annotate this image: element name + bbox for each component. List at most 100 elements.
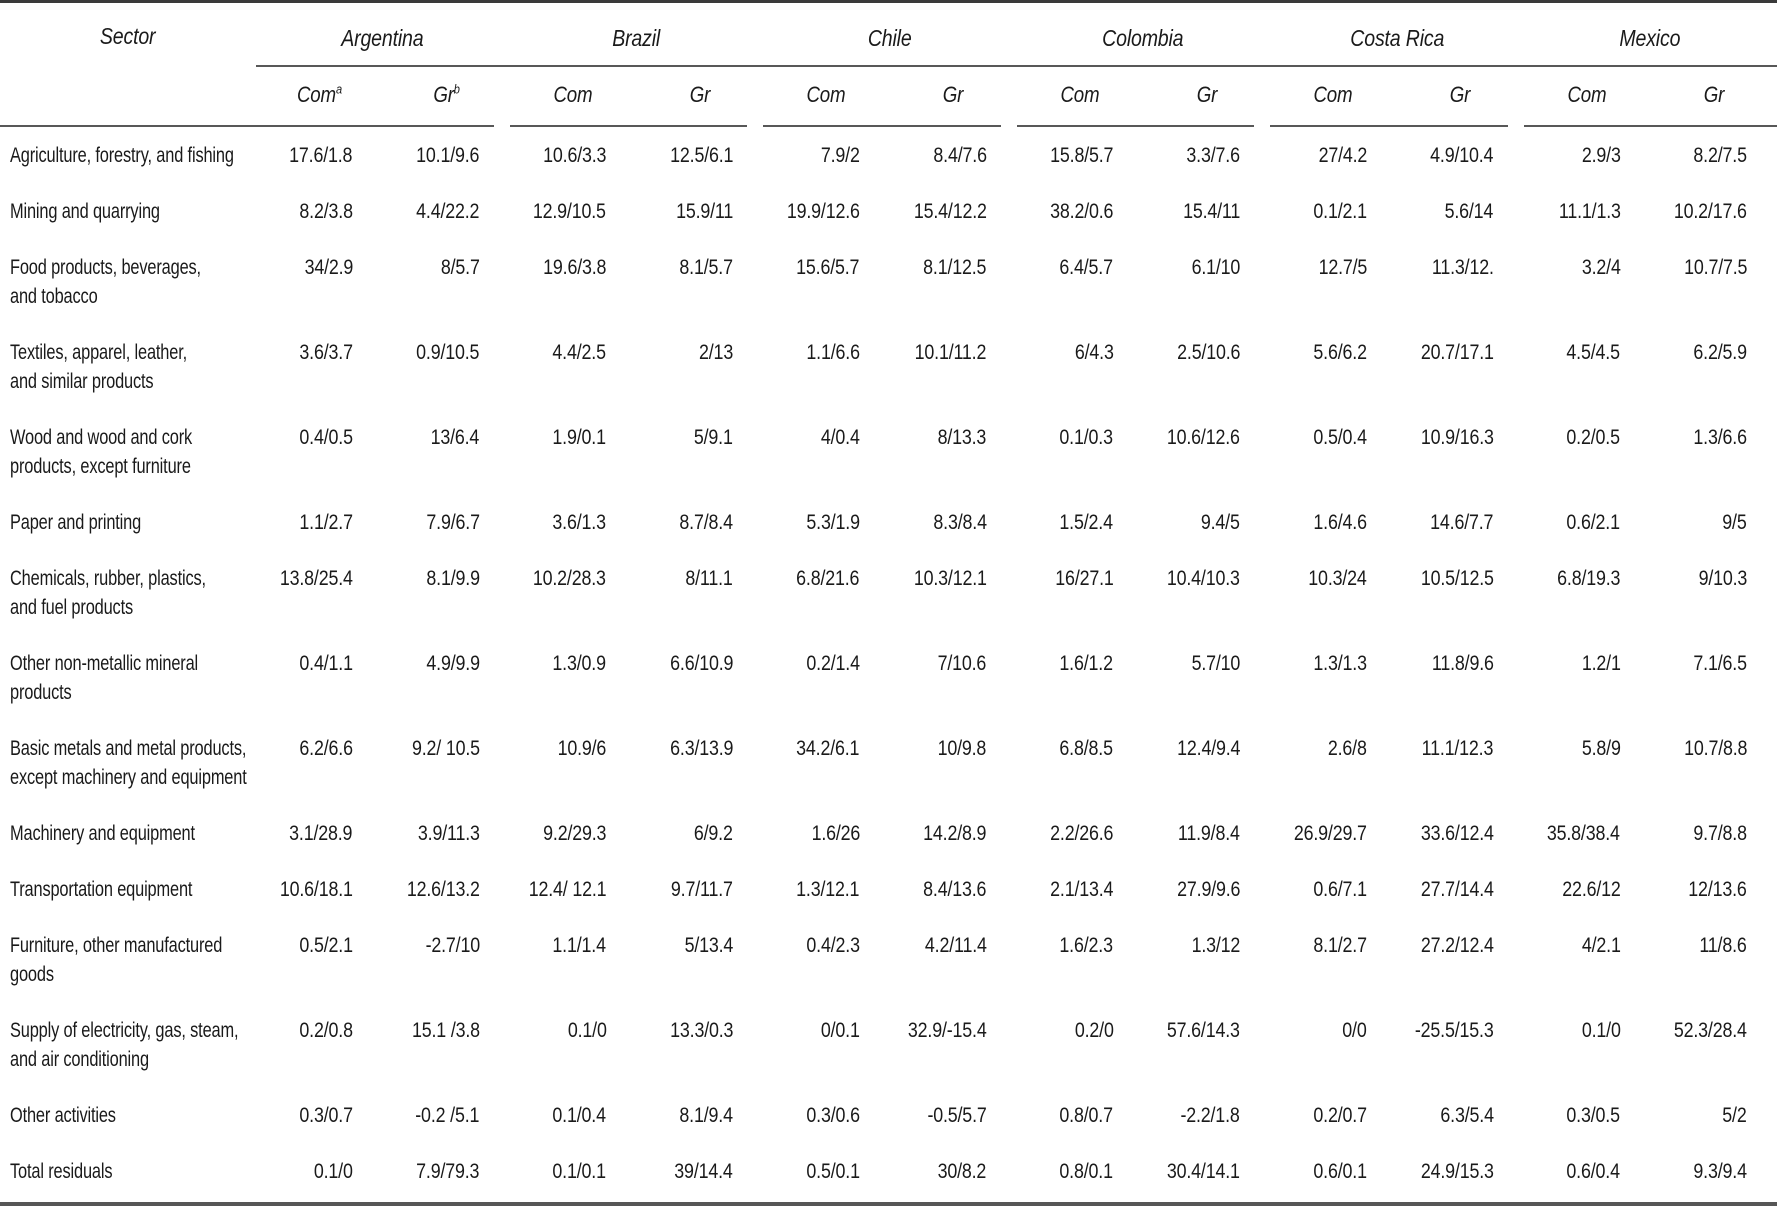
value-text: 0.1/0 [1581, 1019, 1621, 1042]
value-cell: 6.2/6.6 [256, 720, 383, 805]
value-cell: 27.2/12.4 [1397, 917, 1524, 1002]
sector-label: Food products, beverages, and tobacco [10, 256, 201, 308]
value-cell: 10.3/24 [1270, 550, 1397, 635]
value-text: 8/13.3 [937, 426, 987, 449]
value-cell: 10.9/6 [510, 720, 637, 805]
value-text: 27/4.2 [1318, 144, 1367, 167]
value-cell: 0.4/1.1 [256, 635, 383, 720]
value-text: 16/27.1 [1054, 567, 1114, 590]
value-cell: 0.6/7.1 [1270, 861, 1397, 917]
value-text: 4.4/22.2 [416, 200, 480, 223]
value-cell: 32.9/-15.4 [890, 1002, 1017, 1087]
value-cell: 3.2/4 [1524, 239, 1651, 324]
value-text: 35.8/38.4 [1547, 822, 1621, 845]
value-text: 9.2/29.3 [543, 822, 607, 845]
value-cell: 2.2/26.6 [1017, 805, 1144, 861]
value-cell: 9.2/29.3 [510, 805, 637, 861]
value-text: 0.5/0.4 [1313, 426, 1367, 449]
value-text: 15.4/12.2 [913, 200, 987, 223]
value-cell: 4.4/2.5 [510, 324, 637, 409]
value-cell: 15.4/12.2 [890, 183, 1017, 239]
value-text: 5/2 [1722, 1104, 1747, 1127]
table-row: Mining and quarrying 8.2/3.8 4.4/22.2 12.9… [0, 183, 1777, 239]
value-text: 4/2.1 [1581, 934, 1621, 957]
value-text: 2.9/3 [1581, 144, 1621, 167]
subcolumn-header: Com [509, 67, 637, 127]
value-cell: 8.1/9.9 [383, 550, 510, 635]
value-cell: 10.5/12.5 [1397, 550, 1524, 635]
value-cell: 12/13.6 [1650, 861, 1777, 917]
value-text: 3.6/3.7 [299, 341, 353, 364]
value-cell: 12.4/ 12.1 [510, 861, 637, 917]
sector-cell: Furniture, other manufactured goods [0, 917, 256, 1002]
value-text: 5.7/10 [1191, 652, 1240, 675]
value-text: 2.6/8 [1327, 737, 1367, 760]
subheader-row: Coma Grb Com Gr Com Gr Com Gr Com Gr Com Gr [0, 67, 1777, 127]
value-cell: 10.9/16.3 [1397, 409, 1524, 494]
sector-label: Other non-metallic mineral products [10, 652, 199, 704]
value-text: 1.3/6.6 [1693, 426, 1748, 449]
value-cell: 6.2/5.9 [1650, 324, 1777, 409]
value-text: 0.3/0.6 [806, 1104, 860, 1127]
value-cell: 0/0 [1270, 1002, 1397, 1087]
value-text: 15.1 /3.8 [411, 1019, 480, 1042]
value-text: 0/0 [1342, 1019, 1367, 1042]
country-header-argentina: Argentina [256, 1, 510, 67]
value-cell: 10.6/18.1 [256, 861, 383, 917]
value-cell: 6.6/10.9 [636, 635, 763, 720]
sector-cell: Machinery and equipment [0, 805, 256, 861]
value-text: 19.6/3.8 [543, 256, 607, 279]
value-cell: 0.2/0.7 [1270, 1087, 1397, 1143]
value-text: 6.8/8.5 [1059, 737, 1114, 760]
subcolumn-header: Gr [889, 67, 1017, 127]
value-text: 0.2/1.4 [806, 652, 860, 675]
country-header-costa-rica: Costa Rica [1270, 1, 1524, 67]
value-text: 8.1/9.4 [679, 1104, 734, 1127]
value-cell: 2.5/10.6 [1143, 324, 1270, 409]
value-cell: 0.2/1.4 [763, 635, 890, 720]
value-cell: 6.8/21.6 [763, 550, 890, 635]
value-cell: 2.6/8 [1270, 720, 1397, 805]
value-text: 0.2/0.7 [1313, 1104, 1367, 1127]
value-cell: 12.4/9.4 [1143, 720, 1270, 805]
value-text: 6.4/5.7 [1059, 256, 1114, 279]
subcolumn-header: Com [1016, 67, 1144, 127]
subcolumn-label: Gr [1196, 82, 1217, 107]
value-text: 1.1/6.6 [806, 341, 860, 364]
table-body: Agriculture, forestry, and fishing 17.6/… [0, 127, 1777, 1206]
value-text: 4/0.4 [820, 426, 860, 449]
value-cell: 1.3/12.1 [763, 861, 890, 917]
value-text: 10.7/8.8 [1683, 737, 1747, 760]
sector-cell: Other activities [0, 1087, 256, 1143]
value-cell: 38.2/0.6 [1017, 183, 1144, 239]
value-text: 9.4/5 [1201, 511, 1240, 534]
value-cell: 1.1/2.7 [256, 494, 383, 550]
value-text: -2.2/1.8 [1180, 1104, 1240, 1127]
value-text: 0.4/2.3 [806, 934, 860, 957]
value-cell: 8.2/3.8 [256, 183, 383, 239]
value-text: 2/13 [698, 341, 733, 364]
value-text: 6.2/6.6 [299, 737, 353, 760]
value-text: 38.2/0.6 [1050, 200, 1114, 223]
value-text: 8.3/8.4 [933, 511, 987, 534]
value-text: 5/13.4 [684, 934, 733, 957]
value-cell: 10/9.8 [890, 720, 1017, 805]
value-cell: 4.9/10.4 [1397, 127, 1524, 183]
sector-label: Chemicals, rubber, plastics, and fuel pr… [10, 567, 206, 619]
value-cell: 8.1/2.7 [1270, 917, 1397, 1002]
value-cell: 13.3/0.3 [636, 1002, 763, 1087]
value-text: 1.2/1 [1581, 652, 1621, 675]
sector-cell: Supply of electricity, gas, steam, and a… [0, 1002, 256, 1087]
table-row: Total residuals 0.1/0 7.9/79.3 0.1/0.1 39/1… [0, 1143, 1777, 1206]
value-text: 10.4/10.3 [1167, 567, 1240, 590]
table-row: Textiles, apparel, leather, and similar … [0, 324, 1777, 409]
table-row: Chemicals, rubber, plastics, and fuel pr… [0, 550, 1777, 635]
value-cell: -0.2 /5.1 [383, 1087, 510, 1143]
value-cell: 15.4/11 [1143, 183, 1270, 239]
value-text: 13.3/0.3 [669, 1019, 733, 1042]
value-cell: 3.9/11.3 [383, 805, 510, 861]
value-text: 6.8/19.3 [1557, 567, 1621, 590]
value-cell: 27.7/14.4 [1397, 861, 1524, 917]
value-cell: 11.1/1.3 [1524, 183, 1651, 239]
value-cell: 1.3/12 [1143, 917, 1270, 1002]
